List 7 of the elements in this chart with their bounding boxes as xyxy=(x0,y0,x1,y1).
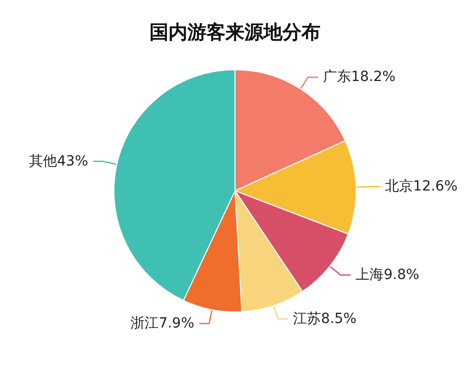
slice-label: 其他43% xyxy=(29,153,88,170)
slice-label: 浙江7.9% xyxy=(130,315,194,332)
slice-label: 广东18.2% xyxy=(323,69,396,86)
chart-title: 国内游客来源地分布 xyxy=(150,22,320,44)
slice-label: 江苏8.5% xyxy=(292,310,357,327)
slice-label: 北京12.6% xyxy=(385,178,458,195)
slice-label: 上海9.8% xyxy=(356,266,420,283)
